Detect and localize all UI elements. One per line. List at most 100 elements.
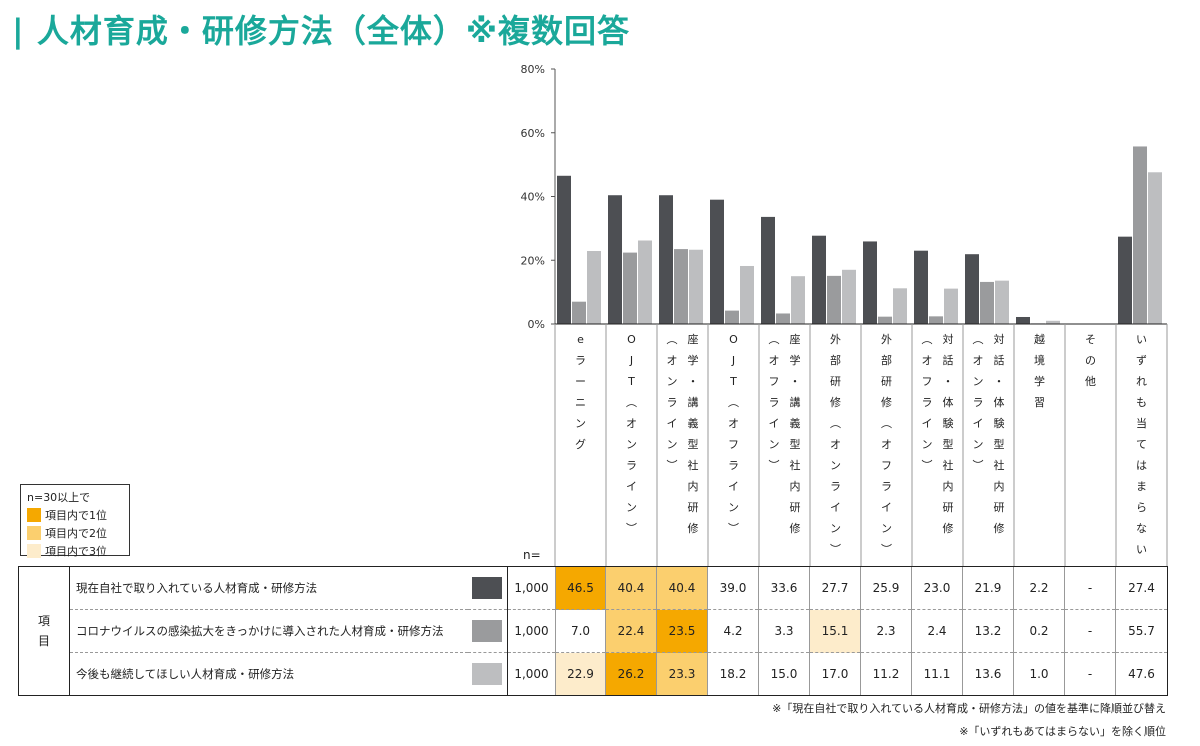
table-row: コロナウイルスの感染拡大をきっかけに導入された人材育成・研修方法 1,000 7.0… — [19, 609, 1168, 653]
category-label: イ — [922, 417, 933, 430]
data-label: 46.5 — [555, 566, 606, 610]
category-label: 内 — [688, 479, 699, 493]
category-label: ︶ — [973, 459, 984, 472]
category-label: ︶ — [769, 459, 780, 472]
category-label: ラ — [769, 396, 780, 409]
category-label: イ — [728, 480, 739, 493]
category-label: 当 — [1136, 416, 1147, 430]
category-label: 内 — [994, 479, 1005, 493]
rank-legend: n=30以上で 項目内で1位 項目内で2位 項目内で3位 — [20, 484, 130, 559]
legend-item: 項目内で3位 — [27, 543, 123, 559]
category-label: 話 — [943, 353, 954, 367]
data-label: 22.4 — [605, 609, 657, 653]
category-label: 験 — [994, 416, 1005, 430]
category-label: オ — [922, 354, 933, 367]
category-label: 社 — [994, 458, 1005, 472]
bar — [944, 288, 958, 324]
category-label: 義 — [688, 416, 699, 430]
data-table: 項目現在自社で取り入れている人材育成・研修方法 1,000 46.5 40.4 40.4… — [18, 566, 1168, 696]
data-label: 7.0 — [555, 609, 606, 653]
category-label: フ — [881, 459, 892, 472]
category-label: い — [1136, 543, 1147, 556]
legend-item: 項目内で1位 — [27, 507, 123, 523]
category-label: ン — [830, 522, 841, 535]
page-title: | 人材育成・研修方法（全体）※複数回答 — [12, 12, 630, 50]
category-label: オ — [769, 354, 780, 367]
bar — [776, 313, 790, 324]
category-label: て — [1136, 438, 1147, 451]
y-tick-label: 20% — [521, 254, 545, 267]
category-label: 研 — [943, 501, 954, 514]
category-label: ラ — [830, 480, 841, 493]
n-value: 1,000 — [507, 652, 556, 696]
legend-swatch-rank2 — [27, 526, 41, 540]
footnote: ※「現在自社で取り入れている人材育成・研修方法」の値を基準に降順並び替え — [772, 702, 1166, 715]
data-label: 11.2 — [860, 652, 912, 696]
category-label: 対 — [943, 332, 954, 346]
category-label: J — [629, 354, 633, 367]
data-label: 1.0 — [1013, 652, 1065, 696]
bar — [638, 240, 652, 324]
category-label: イ — [667, 417, 678, 430]
category-label: の — [1085, 354, 1096, 367]
series-label: 現在自社で取り入れている人材育成・研修方法 — [69, 566, 468, 610]
category-label: 社 — [688, 458, 699, 472]
category-label: 境 — [1034, 353, 1045, 367]
category-label: 社 — [790, 458, 801, 472]
legend-swatch-rank3 — [27, 544, 41, 558]
category-label: 型 — [688, 437, 699, 451]
data-label: 23.0 — [911, 566, 963, 610]
data-label: 18.2 — [707, 652, 759, 696]
data-label: 33.6 — [758, 566, 810, 610]
bar — [995, 280, 1009, 324]
data-label: 4.2 — [707, 609, 759, 653]
bar — [557, 175, 571, 324]
legend-label: 項目内で2位 — [45, 527, 107, 540]
category-label: ま — [1136, 480, 1147, 493]
legend-label: 項目内で1位 — [45, 509, 107, 522]
category-label: 型 — [994, 437, 1005, 451]
category-label: ン — [973, 438, 984, 451]
data-label: 0.2 — [1013, 609, 1065, 653]
category-label: 研 — [688, 501, 699, 514]
category-label: イ — [973, 417, 984, 430]
data-label: 17.0 — [809, 652, 861, 696]
table-row: 項目現在自社で取り入れている人材育成・研修方法 1,000 46.5 40.4 40.4… — [18, 566, 1168, 696]
category-label: ・ — [943, 375, 954, 388]
data-label: 21.9 — [962, 566, 1014, 610]
category-label: 講 — [790, 395, 801, 409]
category-label: O — [729, 333, 738, 346]
data-label: 27.7 — [809, 566, 861, 610]
category-label: ー — [575, 375, 586, 388]
legend-swatch-rank1 — [27, 508, 41, 522]
data-label: 2.3 — [860, 609, 912, 653]
category-label: グ — [575, 437, 586, 451]
bar — [980, 281, 994, 324]
bar — [1118, 236, 1132, 324]
category-label: ン — [769, 438, 780, 451]
bar — [965, 254, 979, 324]
n-value: 1,000 — [507, 566, 556, 610]
legend-item: 項目内で2位 — [27, 525, 123, 541]
footnote: ※「いずれもあてはまらない」を除く順位 — [959, 725, 1166, 738]
category-label: 研 — [790, 501, 801, 514]
category-label: ン — [922, 438, 933, 451]
category-label: 修 — [994, 521, 1005, 535]
bar — [1016, 316, 1030, 324]
series-swatch — [467, 652, 508, 696]
category-label: ン — [626, 501, 637, 514]
data-label: 3.3 — [758, 609, 810, 653]
category-label: 話 — [994, 353, 1005, 367]
category-label: ず — [1136, 354, 1147, 367]
category-label: ︶ — [728, 522, 739, 535]
bar — [878, 316, 892, 324]
category-label: も — [1136, 396, 1147, 409]
category-label: ︵ — [830, 417, 841, 430]
category-label: 研 — [830, 375, 841, 388]
category-label: ︵ — [881, 417, 892, 430]
category-label: フ — [922, 375, 933, 388]
series-color-chip — [472, 577, 503, 599]
category-label: e — [577, 333, 584, 346]
category-label: 座 — [688, 332, 699, 346]
category-label: ︵ — [728, 396, 739, 409]
